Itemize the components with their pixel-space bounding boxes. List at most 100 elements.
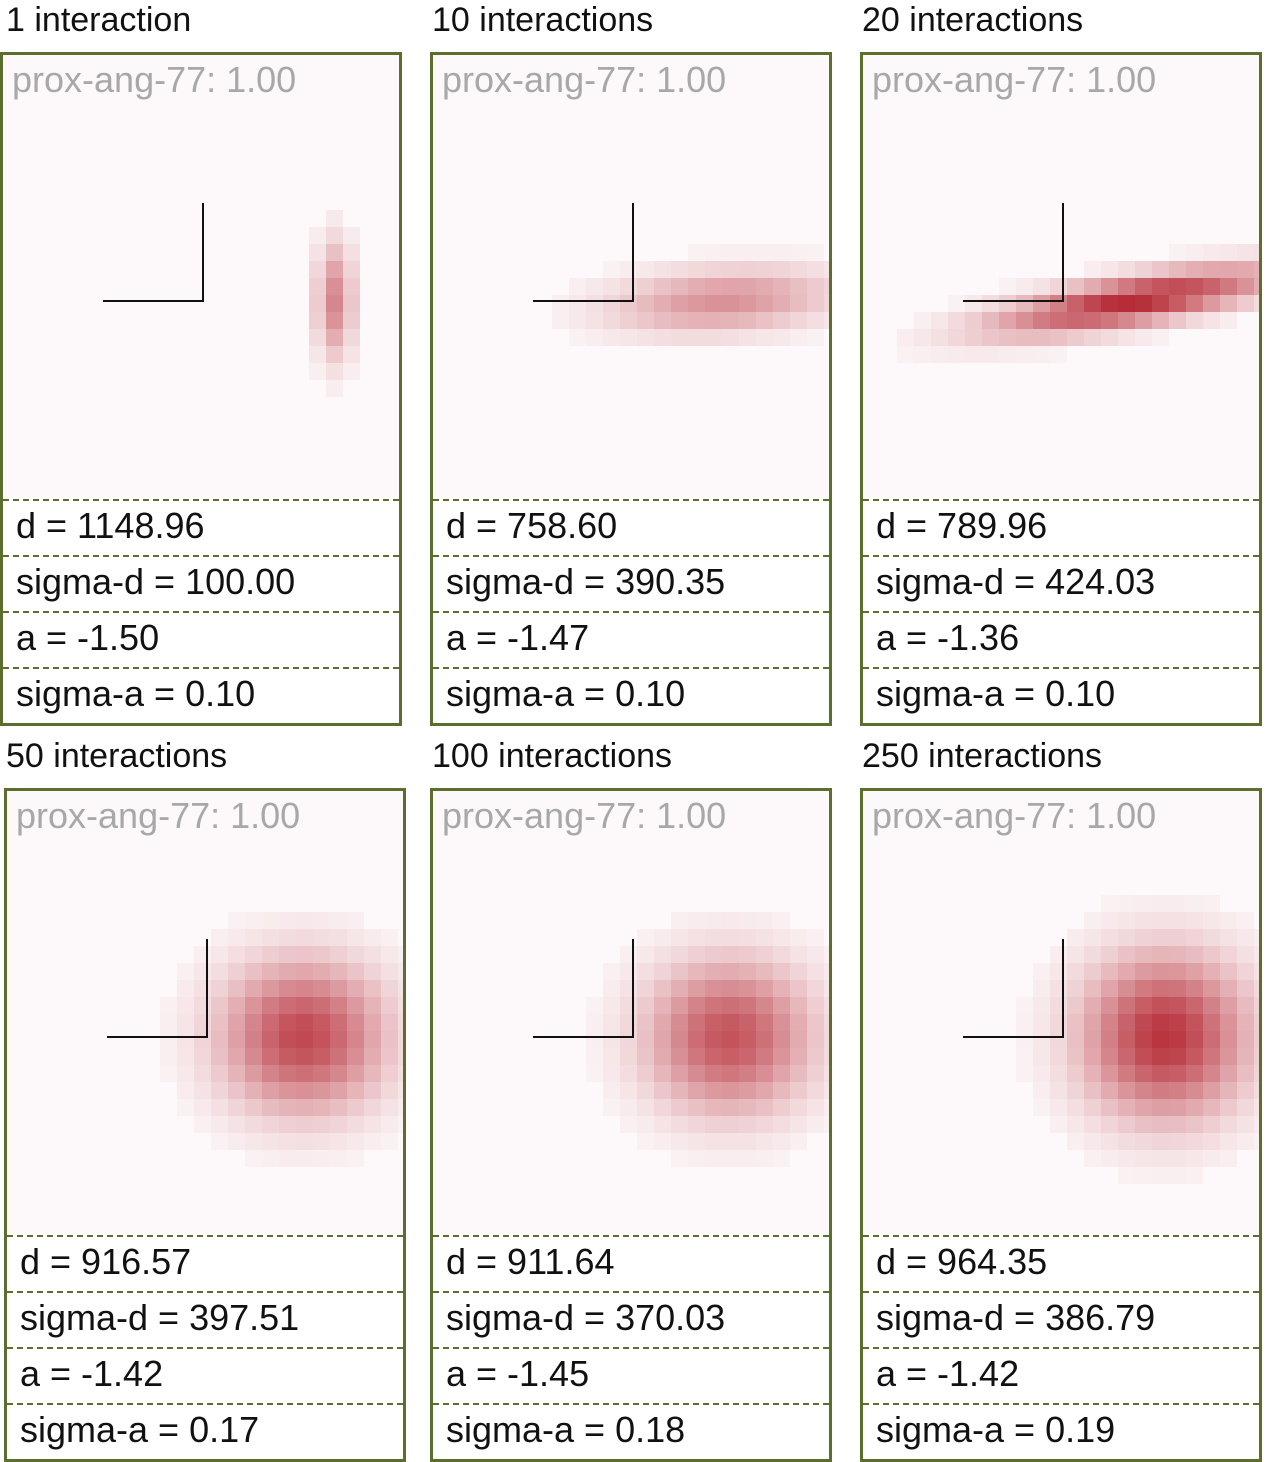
- heat-cell: [364, 1133, 381, 1150]
- heat-cell: [1220, 980, 1237, 997]
- heat-cell: [620, 1116, 637, 1133]
- heat-cell: [739, 244, 756, 261]
- heat-cell: [790, 1099, 807, 1116]
- heat-cell: [228, 980, 245, 997]
- heat-cell: [1254, 1099, 1259, 1116]
- heat-cell: [1016, 1014, 1033, 1031]
- heat-cell: [586, 312, 603, 329]
- heat-cell: [279, 1116, 296, 1133]
- heat-cell: [688, 1031, 705, 1048]
- heat-cell: [1135, 980, 1152, 997]
- heat-cell: [739, 1048, 756, 1065]
- heat-cell: [824, 946, 829, 963]
- heat-cell: [262, 1150, 279, 1167]
- heat-cell: [1033, 1031, 1050, 1048]
- heat-cell: [245, 1099, 262, 1116]
- heat-cell: [279, 1150, 296, 1167]
- heat-cell: [398, 963, 403, 980]
- heat-cell: [1067, 312, 1084, 329]
- heat-cell: [1169, 980, 1186, 997]
- panel-frame: prox-ang-77: 1.00 d = 789.96 sigma-d = 4…: [860, 52, 1262, 726]
- heat-cell: [999, 329, 1016, 346]
- heat-cell: [364, 946, 381, 963]
- heat-cell: [1186, 295, 1203, 312]
- heat-cell: [228, 1014, 245, 1031]
- heat-cell: [313, 929, 330, 946]
- heat-cell: [1067, 1099, 1084, 1116]
- heat-cell: [1016, 1048, 1033, 1065]
- heat-cell: [1118, 1150, 1135, 1167]
- heat-cell: [262, 1065, 279, 1082]
- heat-cell: [296, 946, 313, 963]
- heat-cell: [1186, 278, 1203, 295]
- heat-cell: [1067, 1065, 1084, 1082]
- heat-cell: [1118, 1133, 1135, 1150]
- heat-cell: [1186, 946, 1203, 963]
- heat-cell: [398, 1116, 403, 1133]
- heat-cell: [1169, 912, 1186, 929]
- heat-cell: [1101, 278, 1118, 295]
- heat-cell: [381, 1065, 398, 1082]
- heat-cell: [313, 1065, 330, 1082]
- param-d: d = 1148.96: [3, 499, 399, 555]
- heat-cell: [177, 1031, 194, 1048]
- heat-cell: [245, 980, 262, 997]
- heat-cell: [177, 1014, 194, 1031]
- heat-cell: [245, 1031, 262, 1048]
- heat-cell: [1135, 946, 1152, 963]
- heat-cell: [1169, 1082, 1186, 1099]
- heat-cell: [790, 980, 807, 997]
- heat-cell: [343, 363, 360, 380]
- heat-cell: [330, 912, 347, 929]
- heat-cell: [262, 1133, 279, 1150]
- heat-cell: [705, 244, 722, 261]
- heat-cell: [586, 278, 603, 295]
- heat-cell: [603, 1031, 620, 1048]
- heat-cell: [1084, 295, 1101, 312]
- heat-cell: [1135, 997, 1152, 1014]
- heat-cell: [330, 1099, 347, 1116]
- heat-cell: [1237, 244, 1254, 261]
- heat-cell: [330, 929, 347, 946]
- heat-cell: [1203, 1116, 1220, 1133]
- heat-cell: [1101, 997, 1118, 1014]
- heat-cell: [1169, 278, 1186, 295]
- heat-cell: [1237, 912, 1254, 929]
- param-d: d = 911.64: [433, 1235, 829, 1291]
- heat-cell: [1084, 1048, 1101, 1065]
- heat-cell: [722, 1133, 739, 1150]
- heat-cell: [1084, 1116, 1101, 1133]
- heat-cell: [211, 1031, 228, 1048]
- heat-cell: [398, 980, 403, 997]
- param-sigma-a: sigma-a = 0.17: [7, 1403, 403, 1459]
- heat-cell: [1152, 1031, 1169, 1048]
- param-a: a = -1.47: [433, 611, 829, 667]
- heat-cell: [790, 1065, 807, 1082]
- heat-cell: [773, 1082, 790, 1099]
- heat-cell: [1152, 1048, 1169, 1065]
- heat-cell: [194, 980, 211, 997]
- heat-cell: [705, 946, 722, 963]
- heat-cell: [1118, 963, 1135, 980]
- heat-cell: [756, 1048, 773, 1065]
- heat-cell: [773, 1116, 790, 1133]
- heat-cell: [790, 1014, 807, 1031]
- heat-cell: [1118, 980, 1135, 997]
- heat-cell: [620, 261, 637, 278]
- heat-cell: [1152, 963, 1169, 980]
- heat-cell: [982, 295, 999, 312]
- heat-cell: [347, 1116, 364, 1133]
- corner-marker: [963, 203, 1064, 302]
- heat-cell: [1220, 1014, 1237, 1031]
- heat-cell: [671, 261, 688, 278]
- heat-cell: [637, 1133, 654, 1150]
- heat-cell: [1135, 1082, 1152, 1099]
- heat-cell: [654, 929, 671, 946]
- heat-cell: [569, 278, 586, 295]
- heat-cell: [603, 278, 620, 295]
- heat-cell: [790, 1133, 807, 1150]
- heat-cell: [1169, 1150, 1186, 1167]
- heat-cell: [1135, 312, 1152, 329]
- heat-cell: [296, 1014, 313, 1031]
- heat-cell: [790, 946, 807, 963]
